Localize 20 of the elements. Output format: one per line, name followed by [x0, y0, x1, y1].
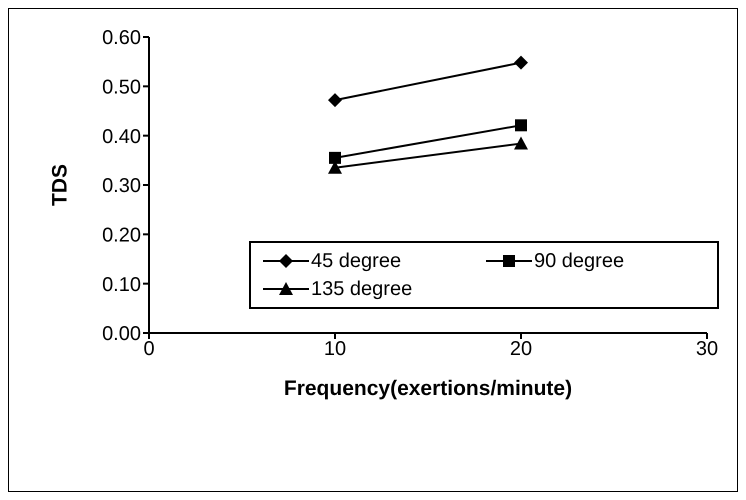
x-tick-label: 0: [143, 338, 155, 360]
x-tick-label: 20: [510, 338, 532, 360]
y-tick-label: 0.60: [102, 27, 141, 50]
legend-label: 45 degree: [311, 250, 402, 272]
point: [328, 93, 342, 108]
point: [329, 152, 341, 164]
x-tick-label: 30: [696, 338, 718, 360]
point: [515, 119, 527, 132]
y-tick-label: 0.40: [102, 126, 141, 148]
legend-label: 135 degree: [311, 278, 412, 300]
y-tick-label: 0.10: [102, 274, 141, 296]
x-tick-label: 10: [324, 338, 346, 360]
point: [514, 56, 528, 70]
x-axis-title: Frequency(exertions/minute): [284, 377, 572, 400]
y-tick-label: 0.30: [102, 175, 141, 198]
legend-label: 90 degree: [534, 250, 624, 272]
y-tick-label: 0.20: [102, 224, 141, 246]
y-tick-label: 0.00: [102, 323, 141, 346]
y-axis-title: TDS: [48, 164, 72, 206]
y-tick-label: 0.50: [102, 76, 141, 98]
